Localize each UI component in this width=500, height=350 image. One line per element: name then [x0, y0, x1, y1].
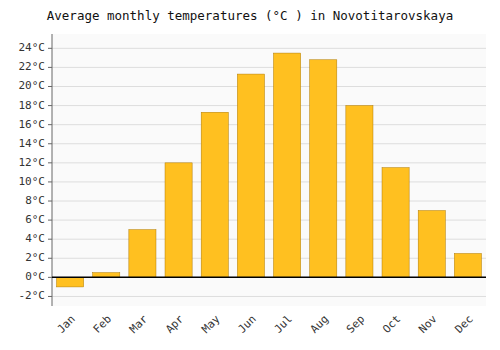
y-tick: [48, 124, 52, 125]
x-tick-label: Jun: [235, 313, 258, 336]
bar: [310, 60, 337, 278]
y-tick: [48, 67, 52, 68]
y-tick-label: 20°C: [19, 79, 46, 92]
plot-background: [52, 34, 486, 306]
bars: [57, 53, 482, 287]
y-tick-label: 18°C: [19, 99, 46, 112]
x-tick-label: Jul: [272, 313, 295, 336]
x-tick-label: Feb: [91, 313, 114, 336]
grid-line: [52, 124, 486, 125]
y-tick: [48, 162, 52, 163]
y-tick-label: 6°C: [25, 213, 45, 226]
grid-line: [52, 48, 486, 49]
y-tick: [48, 105, 52, 106]
bar: [57, 277, 84, 287]
y-tick: [48, 258, 52, 259]
bar: [346, 106, 373, 278]
y-tick-label: 22°C: [19, 60, 46, 73]
title: Average monthly temperatures (°C ) in No…: [47, 8, 453, 23]
y-tick: [48, 277, 52, 278]
x-tick-label: Sep: [344, 313, 367, 336]
y-tick: [48, 220, 52, 221]
chart-root: -2°C 0°C 2°C 4°C 6°C 8°C 10°C 12°C 14°C 16°C 18°C 2…: [0, 0, 500, 350]
y-tick-label: 14°C: [19, 137, 46, 150]
chart: -2°C 0°C 2°C 4°C 6°C 8°C 10°C 12°C 14°C 16°C 18°C 2…: [0, 0, 500, 350]
bar: [418, 211, 445, 278]
y-tick: [48, 201, 52, 202]
y-axis: -2°C 0°C 2°C 4°C 6°C 8°C 10°C 12°C 14°C 16°C 18°C 2…: [19, 34, 53, 306]
x-axis: Jan Feb Mar Apr May Jun Jul Aug Sep Oct Nov Dec: [55, 312, 476, 336]
y-tick: [48, 48, 52, 49]
x-tick-label: Oct: [380, 313, 403, 336]
y-tick: [48, 239, 52, 240]
bar: [129, 230, 156, 278]
bar: [274, 53, 301, 277]
y-tick-label: 24°C: [19, 41, 46, 54]
grid-line: [52, 181, 486, 182]
y-axis-line: [52, 34, 53, 306]
x-tick-label: Apr: [163, 312, 187, 336]
y-tick-label: 8°C: [25, 194, 45, 207]
bar: [237, 74, 264, 277]
grid-line: [52, 143, 486, 144]
y-tick: [48, 86, 52, 87]
y-tick-label: 16°C: [19, 118, 46, 131]
grid-line: [52, 296, 486, 297]
grid-line: [52, 67, 486, 68]
y-tick: [48, 296, 52, 297]
x-tick-label: Dec: [452, 313, 475, 336]
y-tick-label: 4°C: [25, 232, 45, 245]
grid-line: [52, 105, 486, 106]
y-grid: [52, 48, 486, 296]
x-tick-label: Nov: [416, 312, 440, 336]
x-tick-label: May: [199, 312, 223, 336]
bar: [201, 112, 228, 277]
grid-line: [52, 277, 486, 278]
bar: [165, 163, 192, 278]
x-tick-label: Jan: [55, 313, 78, 336]
y-tick-label: 0°C: [25, 270, 45, 283]
y-tick-label: 10°C: [19, 175, 46, 188]
y-tick: [48, 143, 52, 144]
y-tick-label: 12°C: [19, 156, 46, 169]
grid-line: [52, 86, 486, 87]
bar: [382, 168, 409, 278]
y-tick: [48, 181, 52, 182]
y-tick-label: 2°C: [25, 251, 45, 264]
y-tick-label: -2°C: [19, 289, 46, 302]
x-tick-label: Mar: [127, 312, 151, 336]
zero-line: [52, 277, 486, 279]
grid-line: [52, 162, 486, 163]
bar: [454, 254, 481, 278]
grid-line: [52, 201, 486, 202]
x-tick-label: Aug: [308, 313, 331, 336]
